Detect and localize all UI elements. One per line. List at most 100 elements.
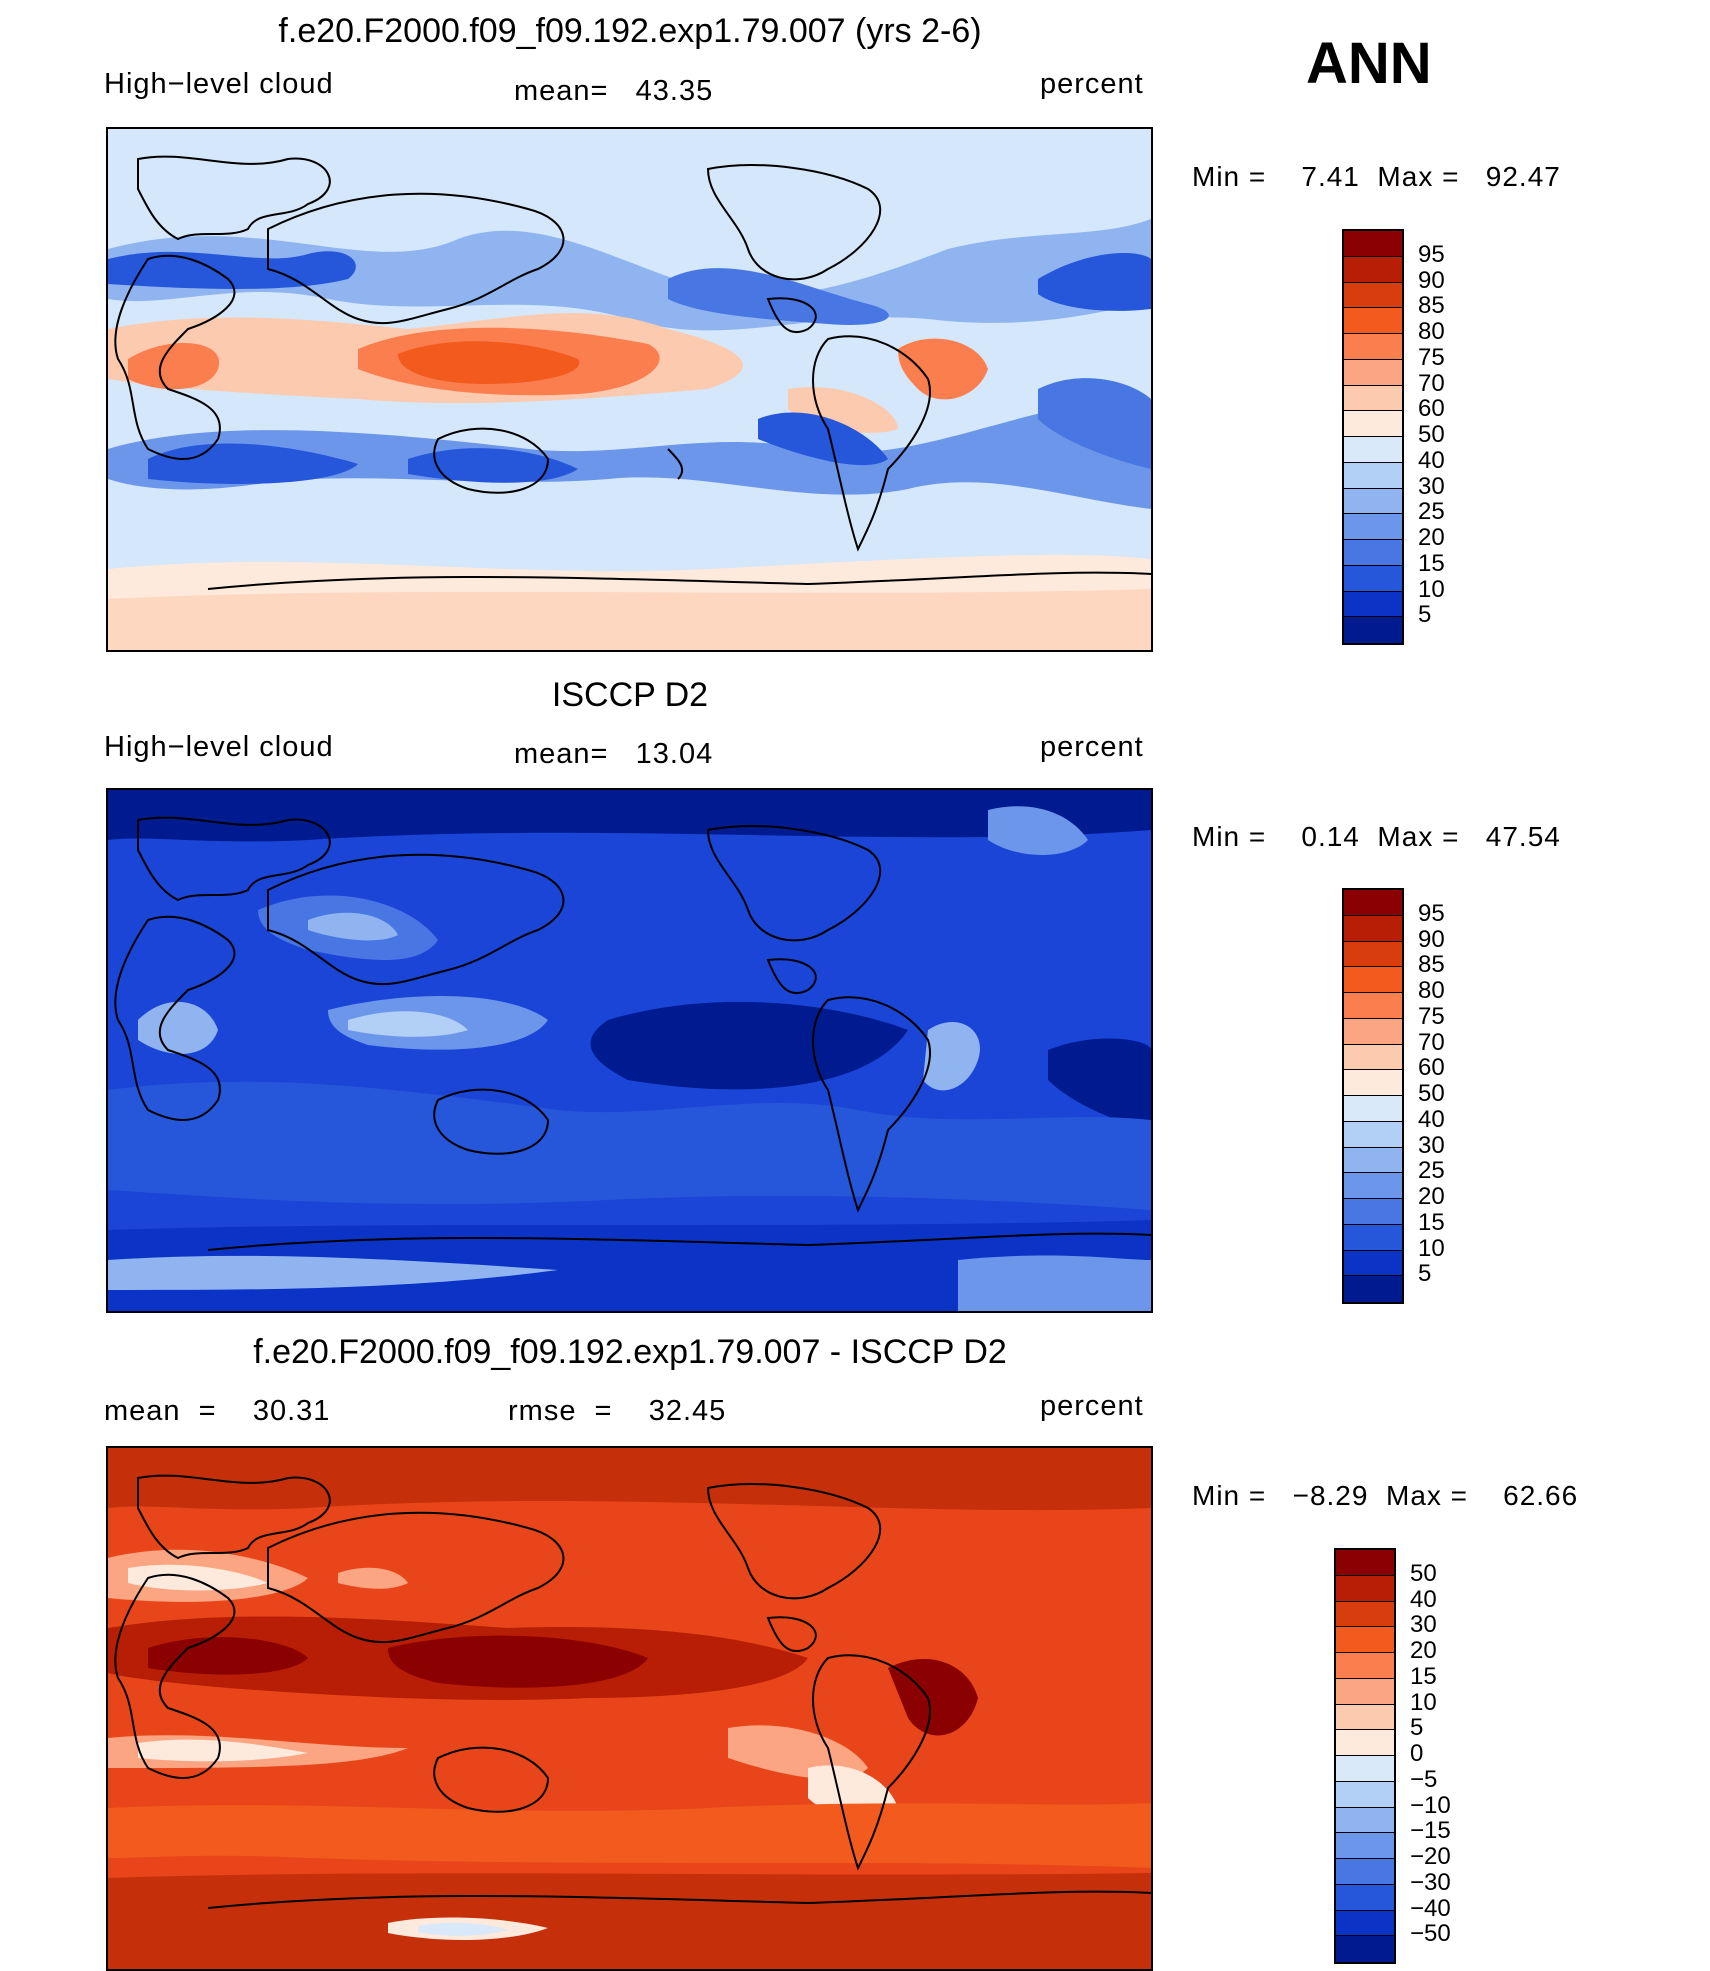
colorbar-segment	[1344, 1018, 1402, 1045]
colorbar-segment	[1344, 1199, 1402, 1225]
colorbar-tick-label: 75	[1418, 343, 1445, 371]
colorbar-tick-label: 5	[1418, 601, 1432, 629]
colorbar-segment	[1336, 1678, 1394, 1705]
panel-2-units-label: percent	[1040, 731, 1144, 763]
colorbar-tick-label: 0	[1410, 1740, 1424, 1767]
panel-3-units-label: percent	[1040, 1390, 1144, 1422]
colorbar-segment	[1344, 941, 1402, 968]
colorbar-segment	[1336, 1833, 1394, 1859]
colorbar-segment	[1344, 282, 1402, 309]
panel-1-title: f.e20.F2000.f09_f09.192.exp1.79.007 (yrs…	[278, 12, 982, 50]
colorbar-segment	[1344, 488, 1402, 515]
colorbar-segment	[1344, 967, 1402, 993]
colorbar-segment	[1336, 1781, 1394, 1808]
panel-2-mean-label: mean= 13.04	[514, 738, 714, 770]
colorbar-segment	[1344, 1070, 1402, 1096]
colorbar-segment	[1344, 411, 1402, 437]
panel-1-units-label: percent	[1040, 68, 1144, 100]
colorbar-segment	[1344, 462, 1402, 489]
colorbar-tick-label: 85	[1418, 951, 1445, 979]
colorbar-tick-label: 25	[1418, 498, 1445, 526]
colorbar-tick-label: 80	[1418, 977, 1445, 1004]
colorbar-segment	[1344, 1276, 1402, 1302]
colorbar-tick-label: 75	[1418, 1002, 1445, 1030]
colorbar-segment	[1336, 1936, 1394, 1962]
panel-3-colorbar	[1334, 1548, 1396, 1964]
colorbar-tick-label: 85	[1418, 292, 1445, 320]
colorbar-tick-label: 95	[1418, 240, 1445, 268]
colorbar-segment	[1344, 591, 1402, 618]
colorbar-tick-label: 50	[1410, 1559, 1437, 1587]
colorbar-tick-label: 90	[1418, 266, 1445, 294]
colorbar-segment	[1344, 231, 1402, 257]
colorbar-tick-label: 50	[1418, 421, 1445, 448]
colorbar-segment	[1344, 1224, 1402, 1251]
colorbar-tick-label: −40	[1410, 1894, 1451, 1922]
colorbar-tick-label: −20	[1410, 1843, 1451, 1870]
colorbar-segment	[1344, 308, 1402, 334]
colorbar-segment	[1344, 1096, 1402, 1122]
colorbar-tick-label: 60	[1418, 1054, 1445, 1082]
colorbar-tick-label: 30	[1418, 472, 1445, 500]
panel-1-variable-label: High−level cloud	[104, 68, 334, 100]
panel-2-variable-label: High−level cloud	[104, 731, 334, 763]
colorbar-tick-label: 40	[1418, 446, 1445, 474]
colorbar-tick-label: −15	[1410, 1817, 1451, 1845]
colorbar-segment	[1344, 1147, 1402, 1174]
colorbar-segment	[1344, 540, 1402, 566]
colorbar-tick-label: 15	[1410, 1662, 1437, 1690]
colorbar-tick-label: 70	[1418, 1028, 1445, 1056]
colorbar-segment	[1344, 514, 1402, 540]
colorbar-segment	[1336, 1910, 1394, 1937]
colorbar-segment	[1336, 1884, 1394, 1911]
colorbar-tick-label: 15	[1418, 549, 1445, 577]
colorbar-segment	[1344, 1173, 1402, 1199]
panel-3-title: f.e20.F2000.f09_f09.192.exp1.79.007 - IS…	[253, 1333, 1007, 1371]
colorbar-segment	[1344, 993, 1402, 1019]
colorbar-tick-label: 90	[1418, 925, 1445, 953]
colorbar-tick-label: 50	[1418, 1080, 1445, 1107]
colorbar-segment	[1344, 437, 1402, 463]
colorbar-tick-label: 5	[1410, 1714, 1424, 1742]
panel-1-map	[106, 127, 1153, 652]
season-label: ANN	[1306, 31, 1432, 96]
panel-1-mean-label: mean= 43.35	[514, 75, 714, 107]
colorbar-tick-label: −10	[1410, 1791, 1451, 1819]
colorbar-segment	[1336, 1704, 1394, 1731]
colorbar-tick-label: 20	[1418, 524, 1445, 551]
colorbar-tick-label: 80	[1418, 318, 1445, 345]
colorbar-segment	[1336, 1807, 1394, 1834]
panel-2-colorbar	[1342, 888, 1404, 1304]
colorbar-segment	[1336, 1859, 1394, 1885]
colorbar-tick-label: 20	[1410, 1637, 1437, 1664]
panel-3-minmax: Min = −8.29 Max = 62.66	[1192, 1480, 1579, 1511]
colorbar-segment	[1344, 359, 1402, 386]
panel-3-map	[106, 1446, 1153, 1971]
panel-1-colorbar	[1342, 229, 1404, 645]
colorbar-tick-label: 60	[1418, 395, 1445, 423]
colorbar-segment	[1344, 334, 1402, 360]
panel-1-minmax: Min = 7.41 Max = 92.47	[1192, 161, 1561, 192]
colorbar-tick-label: −30	[1410, 1868, 1451, 1896]
colorbar-tick-label: 10	[1418, 1234, 1445, 1262]
colorbar-tick-label: −5	[1410, 1765, 1438, 1793]
colorbar-segment	[1336, 1756, 1394, 1782]
panel-3-mean-label: mean = 30.31	[104, 1395, 331, 1427]
colorbar-tick-label: 20	[1418, 1183, 1445, 1210]
colorbar-segment	[1344, 256, 1402, 283]
colorbar-segment	[1336, 1627, 1394, 1653]
colorbar-segment	[1344, 1250, 1402, 1277]
colorbar-segment	[1344, 1121, 1402, 1148]
colorbar-segment	[1336, 1550, 1394, 1576]
colorbar-segment	[1344, 385, 1402, 412]
colorbar-segment	[1336, 1653, 1394, 1679]
colorbar-tick-label: 30	[1418, 1131, 1445, 1159]
colorbar-tick-label: 40	[1410, 1585, 1437, 1613]
colorbar-segment	[1336, 1575, 1394, 1602]
colorbar-tick-label: 70	[1418, 369, 1445, 397]
colorbar-segment	[1344, 1044, 1402, 1071]
panel-2-title: ISCCP D2	[551, 676, 709, 714]
colorbar-tick-label: 15	[1418, 1208, 1445, 1236]
colorbar-tick-label: 10	[1410, 1688, 1437, 1716]
colorbar-segment	[1344, 890, 1402, 916]
